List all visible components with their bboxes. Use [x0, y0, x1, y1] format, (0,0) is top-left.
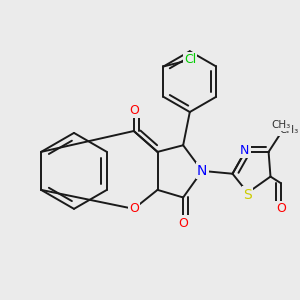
Text: O: O: [129, 202, 139, 215]
Text: O: O: [178, 217, 188, 230]
Text: O: O: [129, 103, 139, 117]
Text: O: O: [276, 202, 286, 215]
Text: N: N: [240, 143, 250, 157]
Text: S: S: [243, 188, 252, 202]
Text: CH₃: CH₃: [279, 125, 298, 135]
Text: Cl: Cl: [184, 53, 196, 66]
Text: CH₃: CH₃: [271, 120, 291, 130]
Text: N: N: [197, 164, 207, 178]
